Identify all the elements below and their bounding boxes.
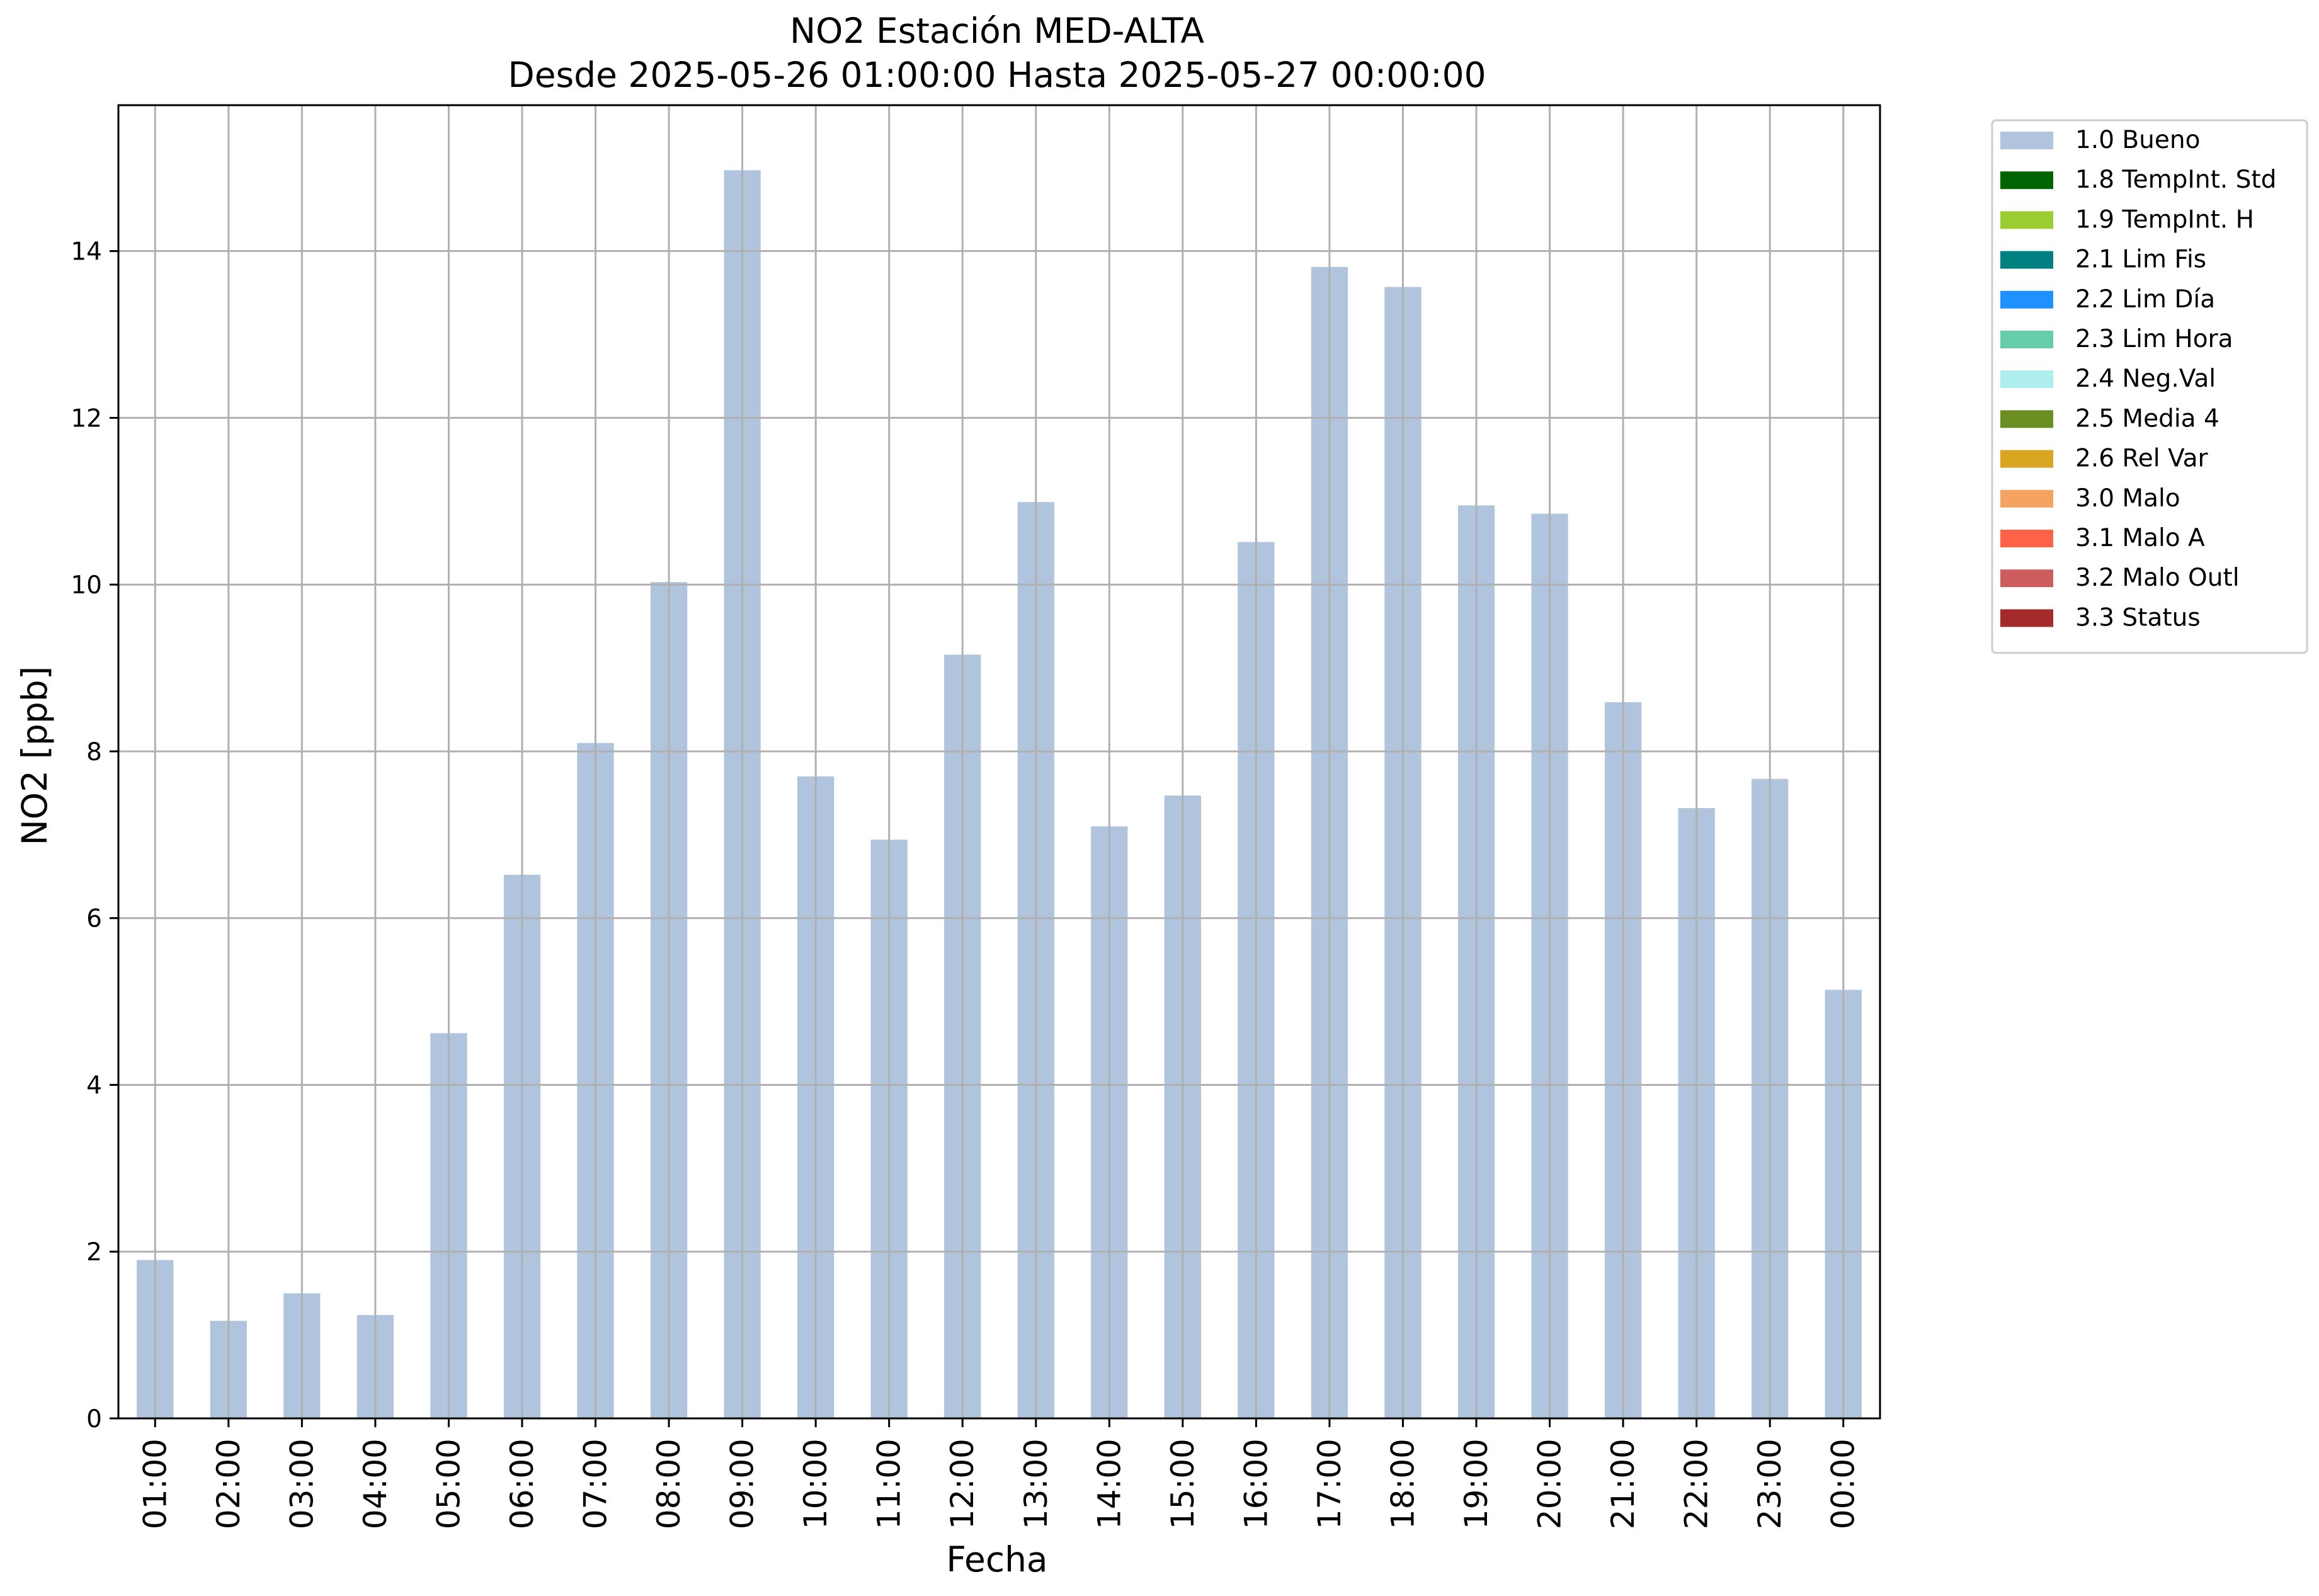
legend-swatch [2000, 211, 2053, 229]
x-tick-label: 05:00 [430, 1439, 467, 1529]
legend-label: 1.0 Bueno [2075, 126, 2200, 154]
legend-swatch [2000, 489, 2053, 508]
plot-frame [117, 104, 1881, 1420]
legend-swatch [2000, 171, 2053, 190]
x-tick-label: 21:00 [1605, 1439, 1641, 1529]
x-tick-label: 00:00 [1825, 1439, 1862, 1529]
x-tick-label: 11:00 [871, 1439, 908, 1529]
legend-label: 3.0 Malo [2075, 484, 2180, 513]
x-axis-label: Fecha [946, 1539, 1047, 1580]
x-tick-label: 04:00 [357, 1439, 394, 1529]
y-axis-label: NO2 [ppb] [14, 666, 55, 846]
chart-subtitle: Desde 2025-05-26 01:00:00 Hasta 2025-05-… [508, 55, 1486, 95]
y-tick-label: 8 [86, 738, 102, 767]
x-tick-label: 12:00 [944, 1439, 981, 1529]
legend-label: 2.4 Neg.Val [2075, 365, 2216, 393]
x-tick-label: 02:00 [210, 1439, 247, 1529]
x-tick-label: 23:00 [1752, 1439, 1788, 1529]
x-tick-label: 09:00 [724, 1439, 761, 1529]
legend-swatch [2000, 290, 2053, 309]
x-tick-label: 18:00 [1384, 1439, 1421, 1529]
legend-label: 2.3 Lim Hora [2075, 325, 2233, 353]
x-tick-label: 17:00 [1311, 1439, 1348, 1529]
x-tick-label: 01:00 [137, 1439, 173, 1529]
legend-label: 2.6 Rel Var [2075, 445, 2209, 473]
legend-label: 2.5 Media 4 [2075, 404, 2219, 433]
legend-swatch [2000, 609, 2053, 627]
x-tick-label: 15:00 [1165, 1439, 1201, 1529]
x-tick-label: 19:00 [1458, 1439, 1495, 1529]
x-tick-label: 14:00 [1091, 1439, 1127, 1529]
y-tick-label: 0 [86, 1405, 102, 1434]
y-tick-label: 10 [71, 571, 102, 600]
y-tick-label: 4 [86, 1071, 102, 1100]
legend: 1.0 Bueno 1.8 TempInt. Std 1.9 TempInt. H 2… [1991, 119, 2308, 654]
y-tick-label: 2 [86, 1238, 102, 1267]
y-tick-label: 14 [71, 238, 102, 266]
legend-swatch [2000, 410, 2053, 428]
x-tick-label: 08:00 [651, 1439, 687, 1529]
x-tick-label: 10:00 [797, 1439, 834, 1529]
legend-label: 3.3 Status [2075, 603, 2201, 632]
legend-swatch [2000, 331, 2053, 348]
x-tick-label: 16:00 [1238, 1439, 1274, 1529]
legend-label: 1.9 TempInt. H [2075, 205, 2254, 234]
legend-swatch [2000, 569, 2053, 588]
legend-swatch [2000, 132, 2053, 149]
legend-swatch [2000, 530, 2053, 547]
x-tick-label: 22:00 [1678, 1439, 1715, 1529]
legend-label: 3.1 Malo A [2075, 524, 2205, 552]
legend-label: 3.2 Malo Outl [2075, 564, 2240, 592]
x-tick-label: 07:00 [578, 1439, 614, 1529]
x-tick-label: 06:00 [504, 1439, 540, 1529]
legend-swatch [2000, 370, 2053, 389]
x-tick-label: 20:00 [1532, 1439, 1568, 1529]
legend-label: 1.8 TempInt. Std [2075, 166, 2276, 194]
legend-label: 2.2 Lim Día [2075, 285, 2215, 314]
legend-swatch [2000, 251, 2053, 269]
y-tick-label: 12 [71, 404, 102, 433]
y-tick-label: 6 [86, 905, 102, 933]
legend-box [1991, 119, 2308, 654]
x-tick-label: 13:00 [1018, 1439, 1054, 1529]
legend-swatch [2000, 450, 2053, 468]
plot-area: 0 2 4 6 8 10 12 14 01:00 02:00 03:00 04:00 05:00 06:0… [71, 104, 1881, 1529]
x-tick-label: 03:00 [283, 1439, 320, 1529]
legend-label: 2.1 Lim Fis [2075, 246, 2206, 274]
chart-title: NO2 Estación MED-ALTA [790, 11, 1204, 51]
